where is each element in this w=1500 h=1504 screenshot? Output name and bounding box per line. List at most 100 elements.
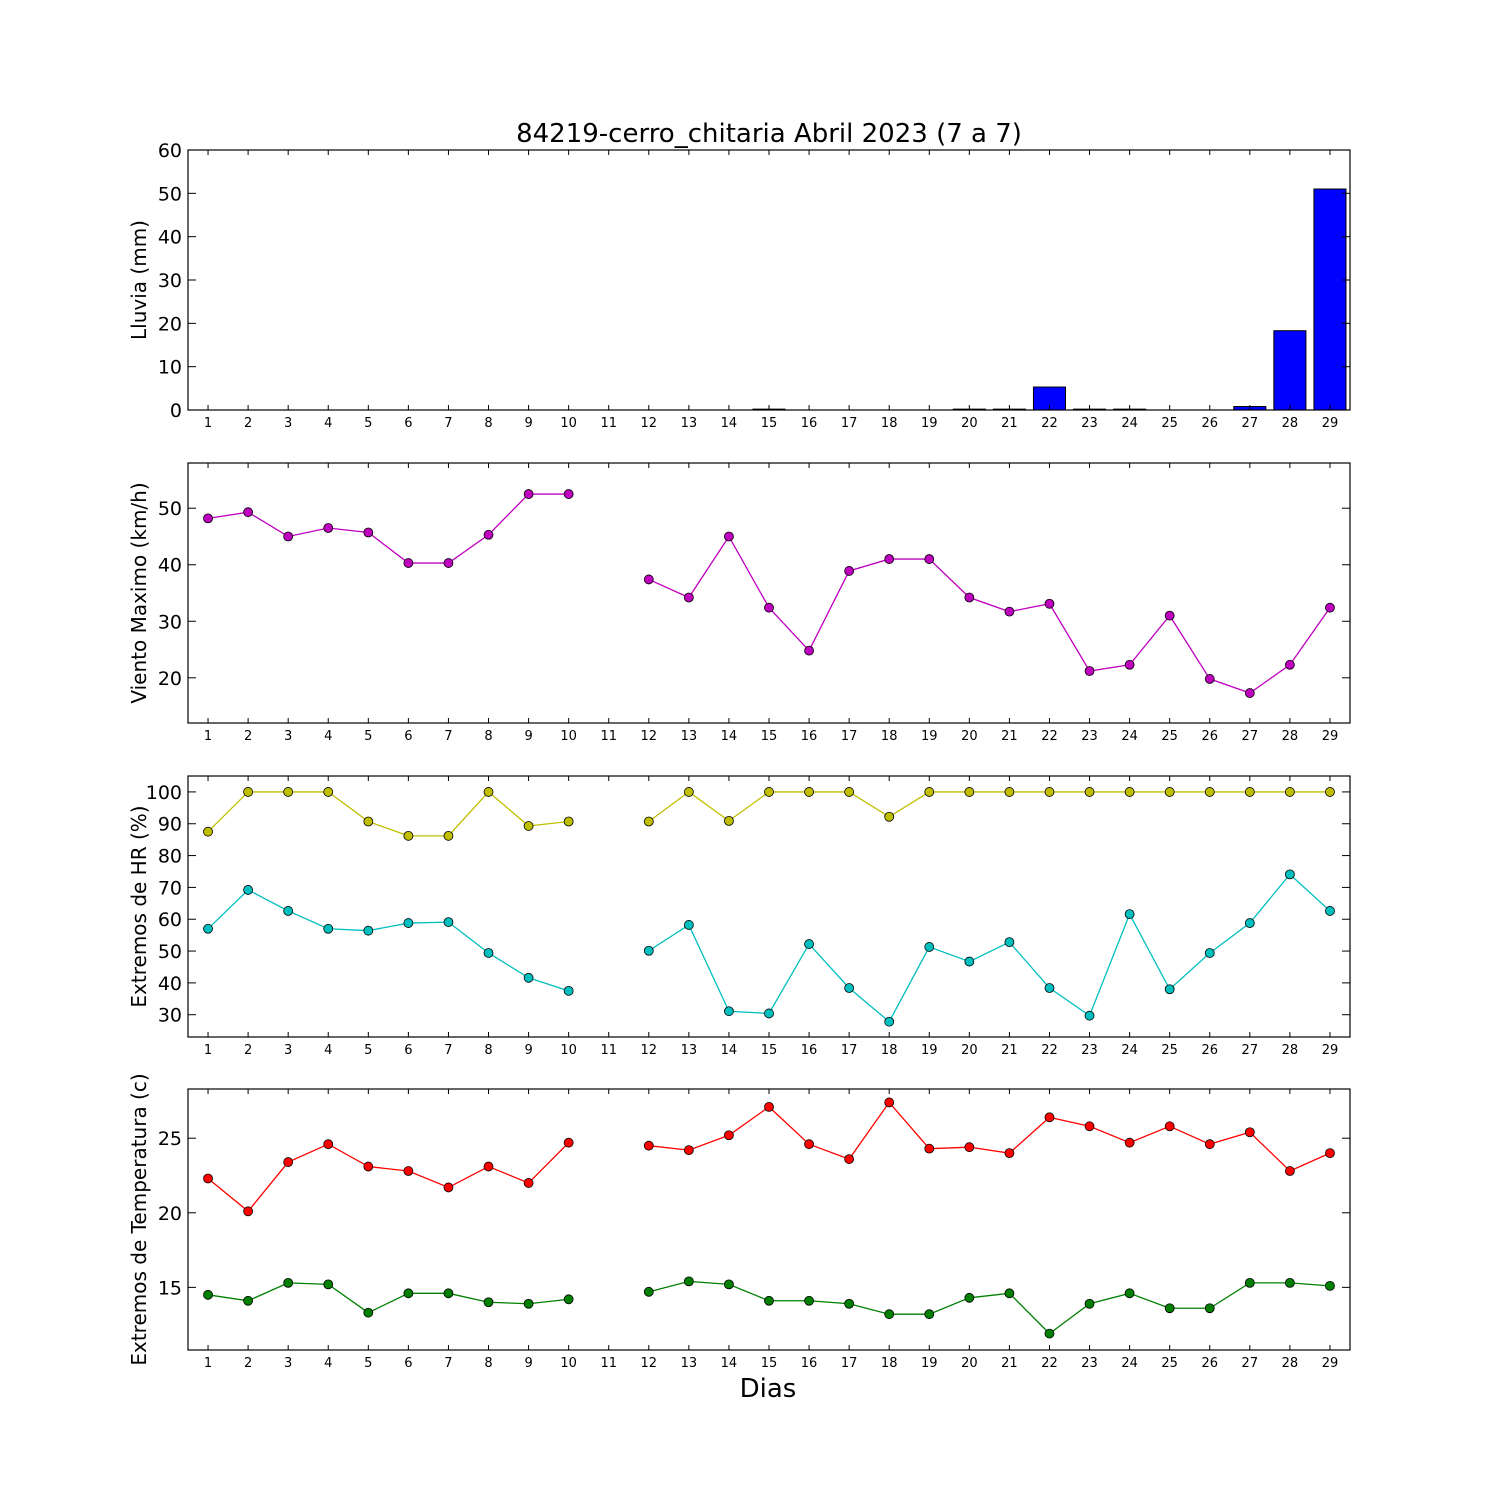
x-tick-label: 17 bbox=[841, 1356, 858, 1371]
x-tick-label: 25 bbox=[1161, 1356, 1178, 1371]
series-2-point-day-15 bbox=[764, 1295, 774, 1306]
series-1-point-day-1 bbox=[203, 1173, 213, 1184]
y-tick-label: 10 bbox=[158, 357, 182, 379]
series-1-line-segment-2 bbox=[648, 791, 1330, 823]
panels: 1 2 3 4 5 6 7 8 9 10 11 12 13 14 15 16 17 18 19 20 21 22 23 24 2… bbox=[127, 140, 1351, 1371]
series-1-point-day-5 bbox=[363, 527, 374, 538]
series-1-point-day-29 bbox=[1325, 787, 1335, 797]
x-tick-label: 18 bbox=[881, 729, 898, 744]
x-tick-label: 24 bbox=[1121, 729, 1138, 744]
x-tick-label: 7 bbox=[444, 729, 452, 744]
x-tick-label: 25 bbox=[1161, 729, 1178, 744]
series-2-point-day-20 bbox=[964, 1292, 975, 1303]
series-2-point-day-24 bbox=[1124, 1288, 1135, 1299]
series-1-point-day-22 bbox=[1044, 598, 1055, 609]
x-tick-label: 19 bbox=[921, 416, 938, 431]
x-tick-label: 17 bbox=[841, 729, 858, 744]
x-tick-label: 1 bbox=[204, 416, 212, 431]
x-tick-label: 18 bbox=[881, 416, 898, 431]
x-tick-label: 5 bbox=[364, 729, 372, 744]
x-tick-label: 8 bbox=[484, 1356, 492, 1371]
series-1-line-segment-2 bbox=[648, 535, 1331, 694]
x-tick-label: 11 bbox=[600, 1043, 617, 1058]
x-tick-label: 8 bbox=[484, 416, 492, 431]
series-1-line-segment-2 bbox=[648, 1101, 1331, 1172]
series-1-point-day-8 bbox=[483, 529, 494, 540]
series-1-point-day-28 bbox=[1284, 787, 1295, 797]
x-tick-label: 28 bbox=[1282, 1356, 1299, 1371]
series-1-point-day-14 bbox=[724, 531, 734, 542]
series-1-point-day-24 bbox=[1124, 1137, 1135, 1148]
series-2-point-day-19 bbox=[924, 1309, 935, 1320]
x-tick-label: 18 bbox=[881, 1043, 898, 1058]
series-2-point-day-3 bbox=[283, 906, 294, 916]
x-tick-label: 24 bbox=[1121, 1356, 1138, 1371]
series-1-point-day-12 bbox=[643, 1140, 654, 1151]
x-tick-label: 14 bbox=[721, 416, 738, 431]
series-1-point-day-1 bbox=[203, 826, 213, 837]
series-1-point-day-7 bbox=[443, 830, 454, 841]
y-tick-label: 25 bbox=[158, 1128, 182, 1150]
x-tick-label: 11 bbox=[600, 729, 617, 744]
x-tick-label: 4 bbox=[324, 1043, 332, 1058]
series-2-point-day-12 bbox=[643, 1286, 654, 1297]
x-tick-label: 9 bbox=[524, 1356, 532, 1371]
x-tick-label: 29 bbox=[1322, 416, 1339, 431]
series-2-point-day-12 bbox=[643, 945, 654, 956]
x-tick-label: 22 bbox=[1041, 729, 1058, 744]
series-1-point-day-15 bbox=[764, 602, 774, 613]
x-tick-label: 8 bbox=[484, 1043, 492, 1058]
x-tick-label: 3 bbox=[284, 416, 292, 431]
series-1-point-day-2 bbox=[243, 787, 254, 797]
series-1-point-day-17 bbox=[844, 787, 855, 797]
series-1-point-day-28 bbox=[1284, 659, 1295, 670]
series-2-point-day-21 bbox=[1004, 1288, 1015, 1299]
x-tick-label: 5 bbox=[364, 1356, 372, 1371]
y-tick-label: 20 bbox=[158, 668, 182, 690]
series-1-point-day-25 bbox=[1164, 787, 1175, 797]
series-2-point-day-5 bbox=[363, 925, 374, 936]
x-tick-label: 21 bbox=[1001, 1356, 1018, 1371]
series-1-point-day-29 bbox=[1325, 602, 1335, 613]
series-1-point-day-2 bbox=[243, 507, 254, 518]
x-tick-label: 11 bbox=[600, 416, 617, 431]
x-tick-label: 27 bbox=[1242, 1043, 1259, 1058]
series-2-point-day-17 bbox=[844, 983, 855, 993]
chart-title: 84219-cerro_chitaria Abril 2023 (7 a 7) bbox=[516, 119, 1022, 149]
series-1-point-day-22 bbox=[1044, 787, 1055, 797]
series-2-point-day-28 bbox=[1284, 869, 1295, 880]
series-1-point-day-3 bbox=[283, 787, 294, 797]
y-tick-label: 40 bbox=[158, 227, 182, 249]
x-tick-label: 23 bbox=[1081, 1356, 1098, 1371]
x-tick-label: 2 bbox=[244, 729, 252, 744]
series-1-point-day-18 bbox=[884, 554, 895, 564]
panel-4: 1 2 3 4 5 6 7 8 9 10 11 12 13 14 15 16 17 18 19 20 21 22 23 24 2… bbox=[127, 1073, 1351, 1371]
series-2-point-day-1 bbox=[203, 1289, 213, 1300]
x-tick-label: 8 bbox=[484, 729, 492, 744]
x-tick-label: 16 bbox=[801, 416, 818, 431]
series-1-point-day-14 bbox=[724, 815, 734, 826]
y-axis-label: Extremos de Temperatura (c) bbox=[127, 1073, 151, 1365]
series-1-point-day-15 bbox=[764, 1101, 774, 1112]
y-tick-label: 90 bbox=[158, 814, 182, 836]
y-tick-label: 30 bbox=[158, 270, 182, 292]
x-tick-label: 1 bbox=[204, 1043, 212, 1058]
x-tick-label: 9 bbox=[524, 416, 532, 431]
series-1-line-segment-1 bbox=[207, 791, 569, 837]
series-1-point-day-4 bbox=[323, 523, 334, 533]
series-1-point-day-20 bbox=[964, 787, 975, 797]
x-tick-label: 3 bbox=[284, 1356, 292, 1371]
series-1-point-day-4 bbox=[323, 1139, 334, 1150]
series-1-point-day-3 bbox=[283, 531, 294, 542]
x-tick-label: 6 bbox=[404, 1356, 412, 1371]
x-tick-label: 19 bbox=[921, 1043, 938, 1058]
series-2-point-day-19 bbox=[924, 942, 935, 952]
series-1-point-day-20 bbox=[964, 592, 975, 603]
series-2-point-day-10 bbox=[563, 985, 574, 996]
series-1-point-day-4 bbox=[323, 787, 334, 797]
rain-bar-day-28 bbox=[1273, 330, 1307, 411]
x-tick-label: 29 bbox=[1322, 1356, 1339, 1371]
series-1-point-day-6 bbox=[403, 830, 414, 841]
series-2-point-day-29 bbox=[1325, 1280, 1335, 1291]
